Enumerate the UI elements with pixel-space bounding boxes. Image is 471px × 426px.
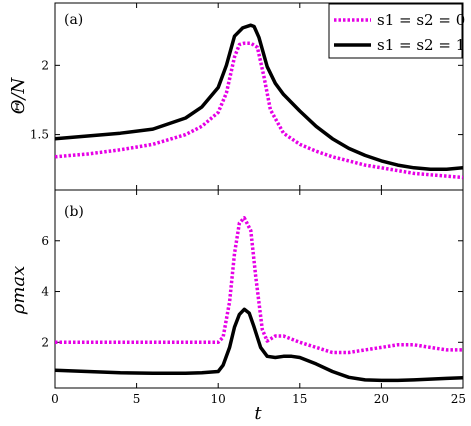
y-tick-label-1-0: 2 [41, 335, 49, 349]
x-tick-label-2: 10 [211, 392, 226, 406]
legend-box [328, 3, 463, 59]
series-line-1-0 [55, 216, 463, 355]
ticks-layer: 1.5 2 2 4 6 0 5 10 15 20 25 [30, 3, 466, 406]
x-tick-label-0: 0 [51, 392, 59, 406]
panel-b-label: (b) [64, 204, 84, 220]
y-tick-label-0-0: 1.5 [30, 128, 49, 142]
legend-label-s1: s1 = s2 = 1 [377, 36, 465, 54]
y-tick-label-0-1: 2 [41, 58, 49, 72]
series-line-1-1 [55, 307, 463, 383]
series-layer [55, 23, 463, 383]
series-line-0-0 [55, 41, 463, 180]
panel-a-label: (a) [64, 12, 83, 28]
x-axis-label: t [254, 403, 262, 424]
x-tick-label-5: 25 [451, 392, 466, 406]
y-tick-label-1-1: 4 [41, 285, 49, 299]
panel-b-frame [54, 189, 464, 389]
x-tick-label-3: 15 [292, 392, 307, 406]
legend: s1 = s2 = 0 s1 = s2 = 1 [328, 3, 465, 59]
legend-label-s0: s1 = s2 = 0 [377, 11, 465, 29]
y-axis-label-b: ρmax [8, 266, 29, 316]
y-axis-label-a: Θ/N [8, 76, 29, 114]
x-tick-label-1: 5 [133, 392, 141, 406]
series-line-0-1 [55, 23, 463, 171]
x-tick-label-4: 20 [374, 392, 389, 406]
y-tick-label-1-2: 6 [41, 234, 49, 248]
